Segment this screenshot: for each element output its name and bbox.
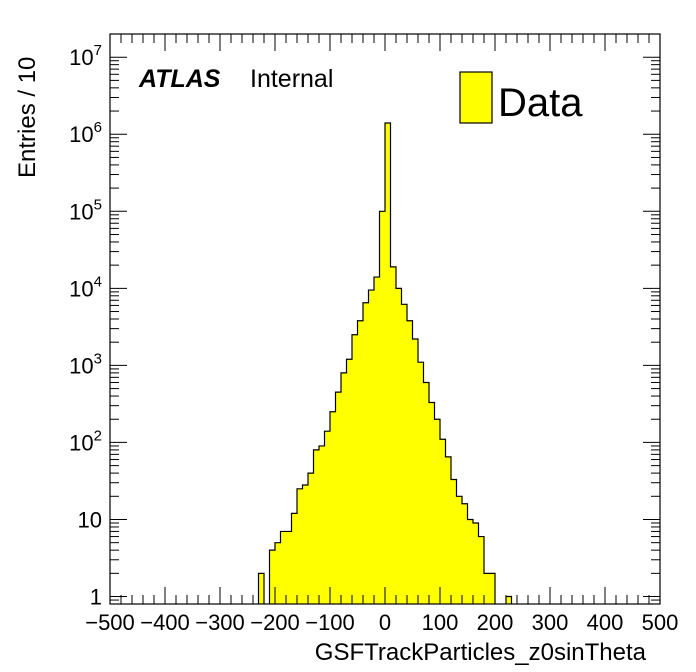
histogram-bar [418,362,424,604]
x-tick-label: 300 [532,610,569,635]
x-tick-label: −500 [85,610,135,635]
histogram-bar [451,479,457,604]
histogram-bar [363,302,369,604]
histogram-bar [462,503,468,604]
histogram-bar [313,449,319,604]
x-tick-label: −200 [250,610,300,635]
histogram-bar [368,290,374,604]
legend-label: Data [498,81,583,125]
x-tick-label: −300 [195,610,245,635]
histogram-bar [302,485,308,604]
histogram-bar [440,439,446,604]
x-axis-ticks [109,34,661,604]
y-tick-label: 107 [69,42,102,70]
histogram-bar [396,288,402,604]
histogram-bar [467,519,473,604]
x-tick-label: −400 [140,610,190,635]
histogram-bar [335,392,341,604]
x-tick-label: −100 [305,610,355,635]
histogram-bar [297,488,303,604]
y-tick-label: 105 [69,196,102,224]
histogram-bar [385,122,391,605]
y-tick-label: 10 [78,507,102,532]
y-axis-label: Entries / 10 [14,57,41,178]
y-tick-label: 103 [69,350,102,378]
atlas-brand-label: ATLAS [138,65,221,93]
x-tick-label: 200 [477,610,514,635]
histogram-bar [412,339,418,604]
histogram-bar [456,496,462,604]
y-axis-ticks [110,33,660,605]
x-axis-tick-labels: −500 −400 −300 −200 −100 0 100 200 300 400 500 [85,610,678,635]
internal-status-label: Internal [250,65,333,93]
histogram-bar [478,536,484,604]
histogram-bar [407,320,413,604]
histogram-bar [401,304,407,604]
histogram-bar [423,382,429,604]
x-tick-label: 400 [587,610,624,635]
histogram-bar [275,542,281,604]
histogram-bar [374,277,380,604]
legend-swatch [459,71,493,124]
histogram-bar [291,513,297,604]
histogram-bar [379,211,385,605]
histogram-bar [429,402,435,604]
histogram-bar [286,531,292,604]
y-axis-tick-labels: 1 10 102 103 104 105 106 107 [69,42,102,609]
x-tick-label: 500 [642,610,679,635]
x-tick-label: 0 [379,610,391,635]
histogram-bar [484,573,490,604]
histogram-bar [357,320,363,604]
histogram-bar [341,372,347,604]
histogram-bar [330,411,336,604]
histogram-bar [434,419,440,604]
y-tick-label: 102 [69,427,102,455]
histogram-bar [489,573,495,604]
histogram-bar [352,334,358,604]
histogram-bar [324,431,330,604]
histogram-bars [258,122,512,605]
histogram-bar [473,523,479,604]
y-tick-label: 106 [69,119,102,147]
x-axis-label: GSFTrackParticles_z0sinTheta [315,639,647,666]
histogram-bar [346,359,352,604]
histogram-bar [258,573,264,604]
y-tick-label: 104 [69,273,102,301]
histogram-bar [308,473,314,604]
histogram-bar [280,531,286,604]
y-tick-label: 1 [90,585,102,610]
histogram-bar [319,445,325,604]
histogram-bar [506,596,512,604]
histogram-bar [445,456,451,604]
histogram-bar [390,266,396,604]
histogram-bar [269,550,275,604]
x-tick-label: 100 [422,610,459,635]
